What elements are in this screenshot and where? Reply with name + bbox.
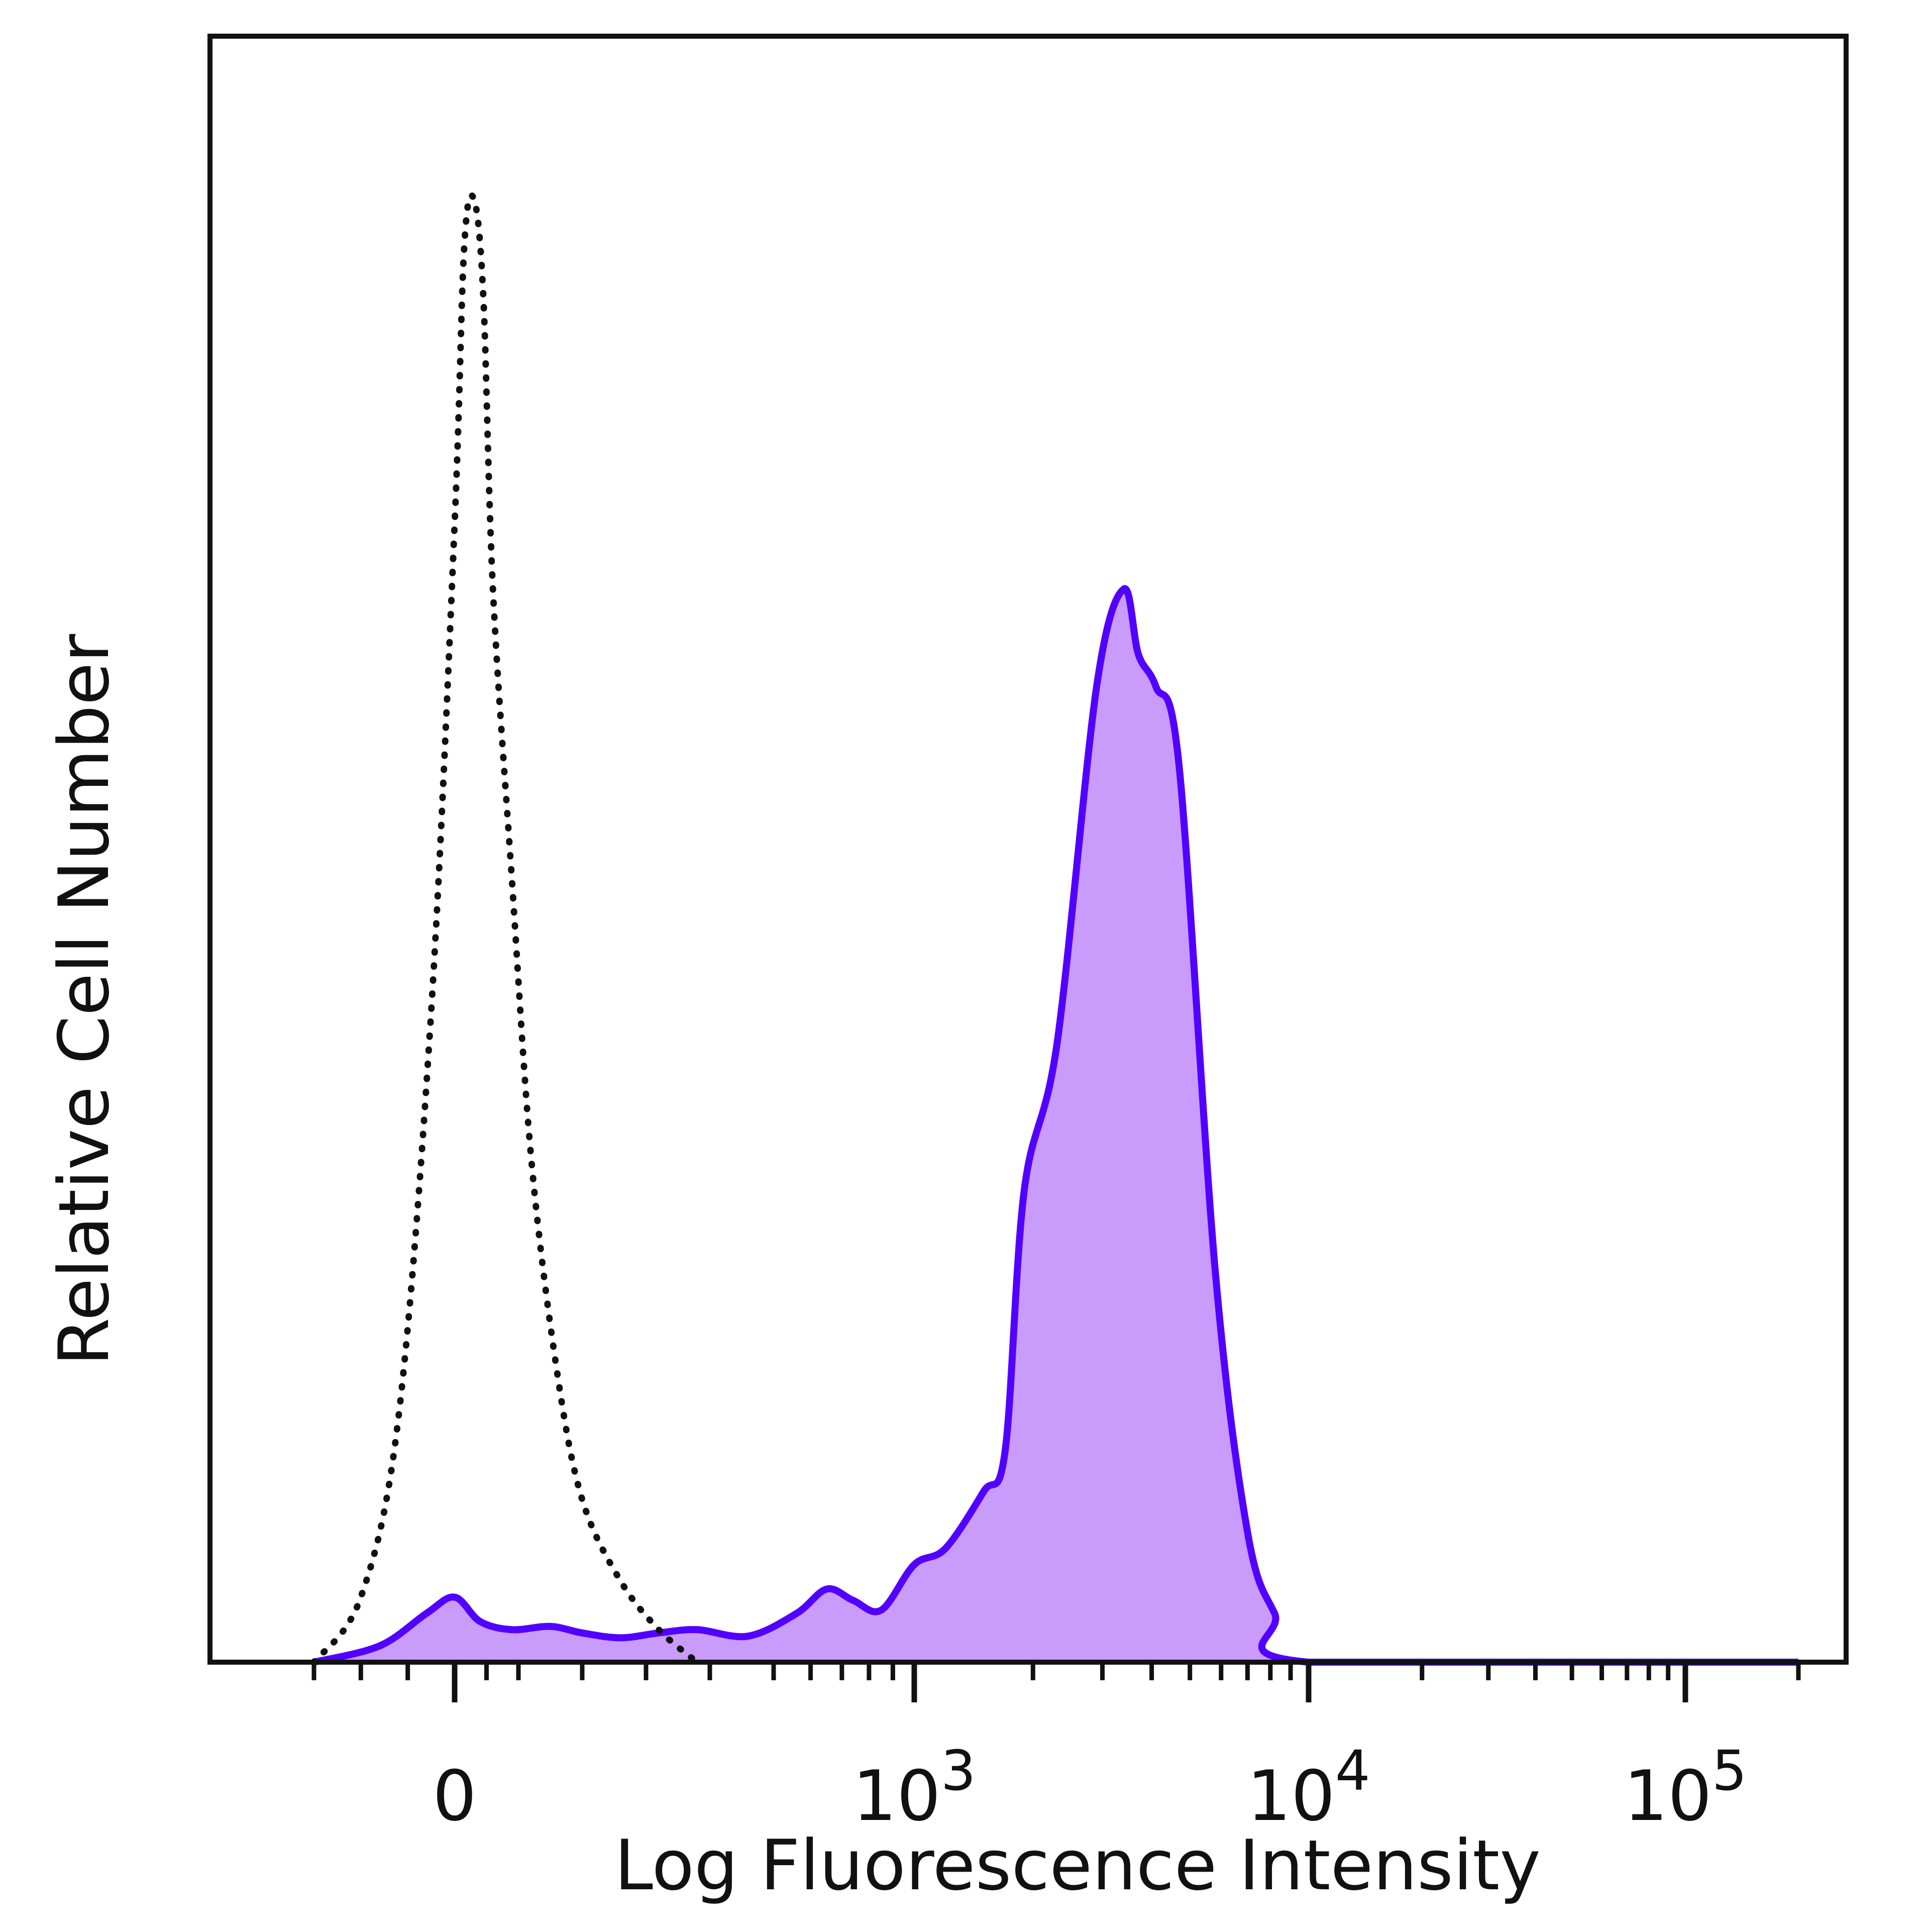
x-major-ticks bbox=[452, 1662, 1688, 1702]
control-histogram-line bbox=[310, 192, 701, 1666]
x-tick-label: 0 bbox=[433, 1756, 477, 1837]
x-minor-ticks bbox=[311, 1662, 1801, 1680]
x-tick-label: 104 bbox=[1247, 1739, 1370, 1837]
x-axis-label: Log Fluorescence Intensity bbox=[614, 1825, 1541, 1906]
x-tick-label: 103 bbox=[852, 1739, 976, 1837]
y-axis-label: Relative Cell Number bbox=[44, 634, 125, 1366]
plot-frame bbox=[207, 34, 1849, 1665]
series-layer bbox=[310, 192, 1798, 1666]
x-tick-labels: 0 103 104 105 bbox=[433, 1739, 1747, 1837]
x-tick-label: 105 bbox=[1624, 1739, 1747, 1837]
stained-histogram-fill bbox=[314, 588, 1798, 1662]
stained-histogram-line bbox=[313, 585, 1798, 1666]
